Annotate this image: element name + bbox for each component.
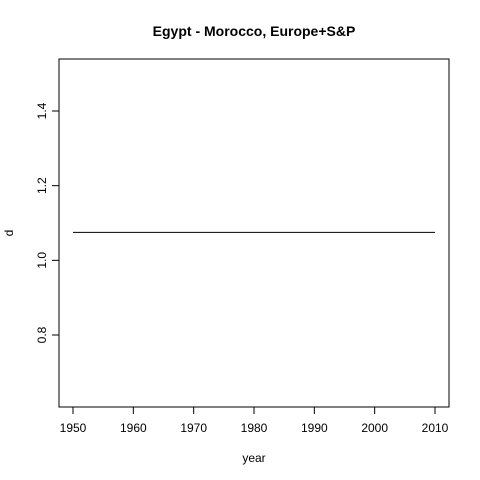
y-tick-label: 0.8	[35, 326, 49, 343]
x-tick-label: 2010	[422, 421, 449, 435]
x-axis-label: year	[242, 451, 265, 465]
x-tick-label: 2000	[361, 421, 388, 435]
y-tick-label: 1.2	[35, 177, 49, 194]
y-tick-label: 1.4	[35, 102, 49, 119]
x-tick-label: 1950	[60, 421, 87, 435]
x-tick-label: 1970	[180, 421, 207, 435]
y-tick-label: 1.0	[35, 252, 49, 269]
x-tick-label: 1990	[301, 421, 328, 435]
plot-frame	[58, 58, 450, 408]
x-tick-label: 1980	[241, 421, 268, 435]
x-tick-label: 1960	[120, 421, 147, 435]
chart-title: Egypt - Morocco, Europe+S&P	[153, 23, 356, 39]
y-axis: 0.8 1.0 1.2 1.4	[35, 102, 60, 343]
y-axis-label: d	[2, 230, 16, 237]
x-axis: 1950 1960 1970 1980 1990 2000 2010	[60, 406, 449, 435]
plot-area	[58, 58, 450, 408]
